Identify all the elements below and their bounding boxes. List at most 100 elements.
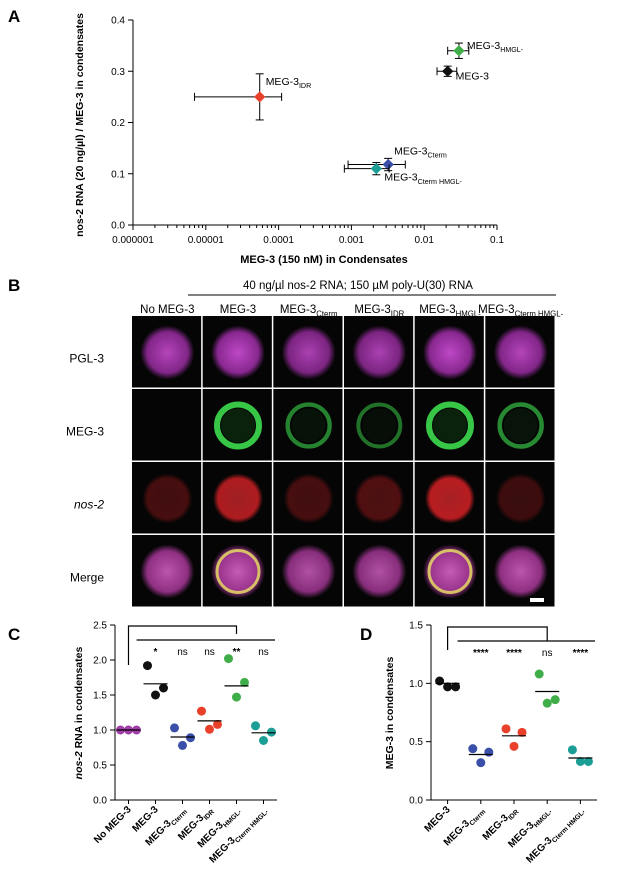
panel-d-data-point xyxy=(476,758,486,768)
panel-a-x-tick-label: 0.1 xyxy=(490,235,504,246)
panel-c-significance-label: ns xyxy=(204,647,215,658)
panel-d-chart: MEG-3 in condensates 0.0 0.5 1.0 1.5 MEG-3 ME… xyxy=(384,621,597,865)
panel-b-droplet xyxy=(211,325,265,380)
panel-b-droplet-rim xyxy=(426,401,474,450)
panel-b-column-label: MEG-3Cterm xyxy=(280,304,338,318)
panel-b-droplet xyxy=(495,473,546,524)
panel-c-data-point xyxy=(213,719,222,729)
panel-c-y-tick-label: 2.5 xyxy=(93,621,107,632)
panel-b-droplet xyxy=(352,325,407,380)
panel-d-data-point xyxy=(509,741,519,751)
panel-d-x-tick-label-sub: IDR xyxy=(507,809,520,822)
panel-a-point-label: MEG-3Cterm HMGL- xyxy=(384,172,462,186)
panel-d-y-tick-label: 1.0 xyxy=(409,679,423,690)
panel-b-droplet xyxy=(221,408,255,443)
panel-b-droplet xyxy=(493,544,548,599)
panel-a-y-tick-label: 0.2 xyxy=(111,118,125,129)
panel-b-droplet xyxy=(423,544,477,599)
panel-b-droplet xyxy=(433,408,467,443)
panel-c-x-tick-label-main: No MEG-3 xyxy=(92,804,134,846)
panel-c-data-point xyxy=(159,683,168,693)
panel-d-x-tick-label-sub: HMGL- xyxy=(533,809,554,830)
panel-letter-d: D xyxy=(360,625,372,644)
panel-c-data-point xyxy=(251,721,260,731)
panel-d-data-point xyxy=(550,695,560,705)
panel-d-x-tick-label: MEG-3 xyxy=(423,804,453,834)
panel-letter-c: C xyxy=(8,625,20,644)
panel-d-data-point xyxy=(534,669,544,679)
panel-b-column-label: MEG-3HMGL- xyxy=(419,304,481,318)
panel-b-condition-label: 40 ng/µl nos-2 RNA; 150 µM poly-U(30) RN… xyxy=(243,280,473,292)
panel-c-significance-label: * xyxy=(154,647,158,658)
panel-d-y-axis-label: MEG-3 in condensates xyxy=(384,657,396,770)
panel-d-significance-label: ns xyxy=(542,648,553,659)
panel-c-y-tick-label: 1.5 xyxy=(93,691,107,702)
panel-d-data-point xyxy=(567,745,577,755)
panel-b-droplet xyxy=(142,473,193,524)
panel-d-y-tick-label: 0.5 xyxy=(409,737,423,748)
panel-b-column-label: MEG-3 xyxy=(220,304,256,316)
panel-a-point-label-main: MEG-3 xyxy=(384,172,417,184)
panel-c-chart: nos-2 RNA in condensates 0.0 0.5 1.0 1.5 2.0… xyxy=(73,621,277,865)
panel-d-x-tick-label-sub: Cterm HMGL- xyxy=(551,809,587,845)
panel-b-column-label-main: MEG-3 xyxy=(419,304,455,316)
panel-c-data-point xyxy=(240,677,249,687)
panel-c-data-point xyxy=(232,692,241,702)
panel-b-column-label: MEG-3IDR xyxy=(354,304,404,318)
panel-a-point xyxy=(442,65,454,77)
panel-a-point-label-sub: IDR xyxy=(299,82,311,90)
panel-b-droplet xyxy=(140,325,195,380)
panel-d-comparison-bracket xyxy=(447,626,548,650)
panel-c-data-point xyxy=(151,690,160,700)
panel-c-y-label-rest: RNA in condensates xyxy=(73,647,85,752)
panel-a-point xyxy=(453,45,465,57)
panel-d-data-point xyxy=(468,744,478,754)
panel-b-droplet-rim xyxy=(215,549,261,594)
panel-a-point xyxy=(254,91,266,103)
panel-a-y-axis-label: nos-2 RNA (20 ng/µl) / MEG-3 in condensa… xyxy=(74,13,86,237)
panel-a-x-tick-label: 0.0001 xyxy=(263,235,294,246)
panel-b-droplet xyxy=(362,408,397,443)
panel-b-droplet xyxy=(281,325,336,380)
panel-d-data-point xyxy=(575,757,585,766)
panel-a-point-label: MEG-3 xyxy=(456,70,489,82)
panel-letter-b: B xyxy=(8,276,20,295)
panel-a-chart: 0.0 0.1 0.2 0.3 0.4 0.000001 0.00001 0.0001 0.00… xyxy=(74,13,524,266)
panel-a-y-tick-label: 0.3 xyxy=(111,67,125,78)
panel-b-droplet xyxy=(211,544,265,599)
panel-b-row-label: MEG-3 xyxy=(66,425,104,439)
panel-c-x-tick-label-sub: HMGL- xyxy=(222,809,243,830)
panel-c-significance-label: ns xyxy=(177,647,188,658)
panel-a-point-label-sub: Cterm HMGL- xyxy=(418,178,463,186)
panel-d-y-tick-label: 0.0 xyxy=(409,796,423,807)
panel-d-x-tick-label-sub: Cterm xyxy=(468,809,487,828)
panel-b-droplet xyxy=(503,408,538,443)
panel-b-image-cell xyxy=(132,389,202,461)
panel-b-column-label-main: MEG-3 xyxy=(478,304,514,316)
panel-a-y-tick-label: 0.0 xyxy=(111,221,125,232)
panel-b-column-label-main: MEG-3 xyxy=(354,304,390,316)
panel-b-droplet xyxy=(354,473,405,524)
panel-b-droplet xyxy=(352,544,407,599)
panel-b-column-label-main: MEG-3 xyxy=(220,304,256,316)
panel-c-y-tick-label: 1.0 xyxy=(93,726,107,737)
panel-a-x-tick-label: 0.000001 xyxy=(112,235,154,246)
panel-d-data-point xyxy=(443,682,453,692)
panel-c-data-point xyxy=(186,733,195,743)
panel-b-row-label: PGL-3 xyxy=(69,352,104,366)
panel-a-point-label-sub: Cterm xyxy=(427,152,446,160)
panel-c-y-axis-label: nos-2 RNA in condensates xyxy=(73,647,85,780)
panel-b-droplet xyxy=(283,473,334,524)
panel-b-droplet-rim xyxy=(427,549,473,594)
panel-d-data-point xyxy=(583,757,593,766)
panel-d-y-tick-label: 1.5 xyxy=(409,621,423,632)
panel-a-x-axis-label: MEG-3 (150 nM) in Condensates xyxy=(240,254,407,266)
panel-a-point-label-main: MEG-3 xyxy=(467,40,500,52)
panel-b-row-label: nos-2 xyxy=(74,498,104,512)
panel-a-x-tick-label: 0.00001 xyxy=(188,235,225,246)
panel-c-comparison-bracket xyxy=(127,625,238,665)
panel-a-point-label-main: MEG-3 xyxy=(394,146,427,158)
panel-b-column-label: MEG-3Cterm HMGL- xyxy=(478,304,563,318)
panel-a-point-label: MEG-3HMGL- xyxy=(467,40,524,54)
